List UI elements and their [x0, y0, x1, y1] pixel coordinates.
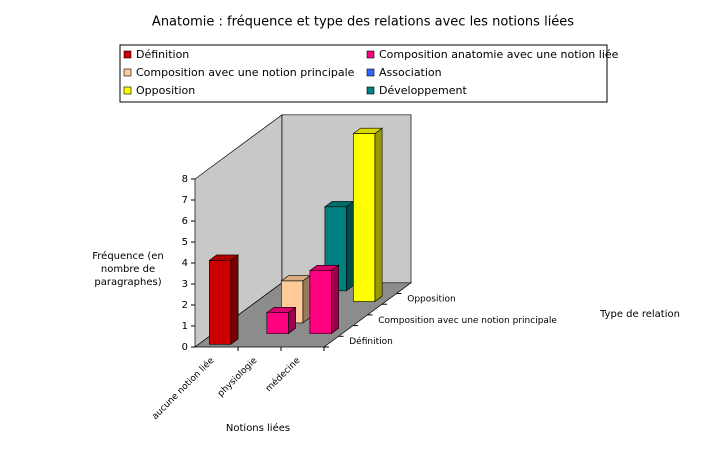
bar-side [331, 264, 339, 335]
bar-side [302, 274, 311, 324]
y-tick-label: 2 [182, 300, 188, 311]
legend-swatch [366, 86, 375, 95]
x-axis-title: Notions liées [226, 422, 290, 434]
z-tick-label: Composition avec une notion principale [378, 316, 557, 326]
legend-label: Opposition [136, 84, 195, 97]
legend-label: Définition [136, 48, 189, 61]
y-tick-label: 5 [182, 237, 188, 248]
bar [209, 260, 232, 345]
x-tick-label: physiologie [216, 355, 260, 399]
z-tick-label: Opposition [407, 294, 455, 304]
legend-box [119, 44, 608, 103]
legend-label: Développement [379, 84, 467, 97]
x-tick-label: aucune notion liée [150, 355, 217, 422]
bar-side [346, 200, 354, 292]
bar [309, 270, 332, 334]
chart-title: Anatomie : fréquence et type des relatio… [152, 15, 574, 30]
y-tick-label: 3 [182, 279, 188, 290]
bar-side [230, 254, 239, 345]
legend-swatch [366, 50, 375, 59]
legend-swatch [123, 86, 132, 95]
x-tick-label: médecine [263, 355, 302, 394]
y-tick-label: 4 [182, 258, 188, 269]
z-axis-title: Type de relation [599, 309, 680, 320]
legend-label: Association [379, 66, 442, 79]
legend-label: Composition avec une notion principale [136, 66, 355, 79]
z-tick-label: Définition [349, 336, 393, 347]
y-tick-label: 7 [182, 195, 188, 206]
bar [353, 133, 376, 302]
y-tick-label: 6 [182, 216, 188, 227]
y-axis-title: Fréquence (en nombre de paragraphes) [92, 251, 164, 288]
y-tick-label: 8 [182, 174, 188, 185]
legend-label: Composition anatomie avec une notion lié… [379, 48, 619, 61]
legend-swatch [366, 68, 375, 77]
legend-swatch [123, 68, 132, 77]
bar-side [374, 127, 383, 303]
bar [266, 312, 289, 334]
y-tick-label: 0 [182, 342, 188, 353]
y-tick-label: 1 [182, 321, 188, 332]
legend-swatch [123, 50, 132, 59]
